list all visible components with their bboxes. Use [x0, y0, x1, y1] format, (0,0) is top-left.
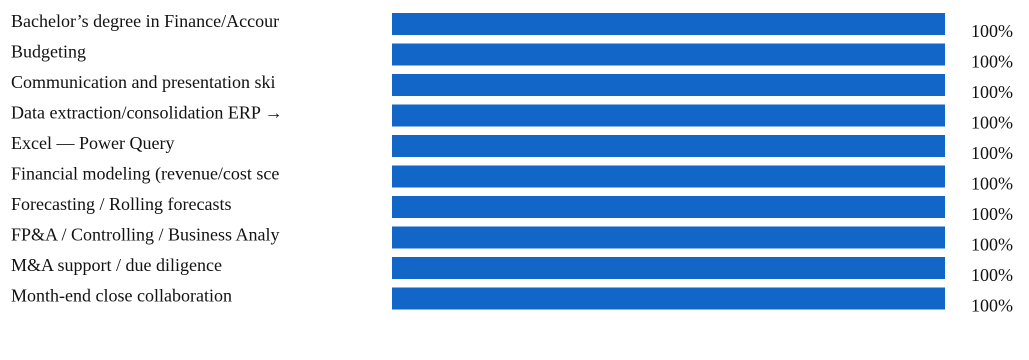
value-label: 100%: [971, 296, 1013, 316]
value-label: 100%: [971, 143, 1013, 163]
category-label: Month-end close collaboration: [11, 286, 232, 306]
category-label: Communication and presentation ski: [11, 72, 275, 92]
value-label: 100%: [971, 204, 1013, 224]
bar-9: [392, 257, 945, 279]
bar-2: [392, 43, 945, 66]
bar-4: [392, 104, 945, 127]
value-label: 100%: [971, 21, 1013, 41]
category-label: Excel — Power Query: [11, 133, 174, 153]
category-label: Bachelor’s degree in Finance/Accour: [11, 11, 279, 31]
bar-3: [392, 74, 945, 96]
category-label: Financial modeling (revenue/cost sce: [11, 164, 279, 185]
bar-5: [392, 135, 945, 157]
value-label: 100%: [971, 265, 1013, 285]
value-labels: 100% 100% 100% 100% 100% 100% 100% 100% 100% 100%: [971, 21, 1013, 316]
category-label: FP&A / Controlling / Business Analy: [11, 225, 280, 245]
value-label: 100%: [971, 235, 1013, 255]
value-label: 100%: [971, 113, 1013, 133]
category-label: Budgeting: [11, 42, 86, 62]
category-label: Data extraction/consolidation ERP →: [11, 103, 283, 123]
bar-7: [392, 196, 945, 218]
category-label: M&A support / due diligence: [11, 255, 222, 275]
value-label: 100%: [971, 52, 1013, 72]
value-label: 100%: [971, 174, 1013, 194]
bar-8: [392, 226, 945, 249]
bar-10: [392, 287, 945, 310]
category-label: Forecasting / Rolling forecasts: [11, 194, 231, 214]
bar-6: [392, 165, 945, 188]
bar-1: [392, 13, 945, 35]
bars: [392, 13, 945, 310]
category-labels: Bachelor’s degree in Finance/Accour Budge…: [11, 11, 283, 306]
value-label: 100%: [971, 82, 1013, 102]
